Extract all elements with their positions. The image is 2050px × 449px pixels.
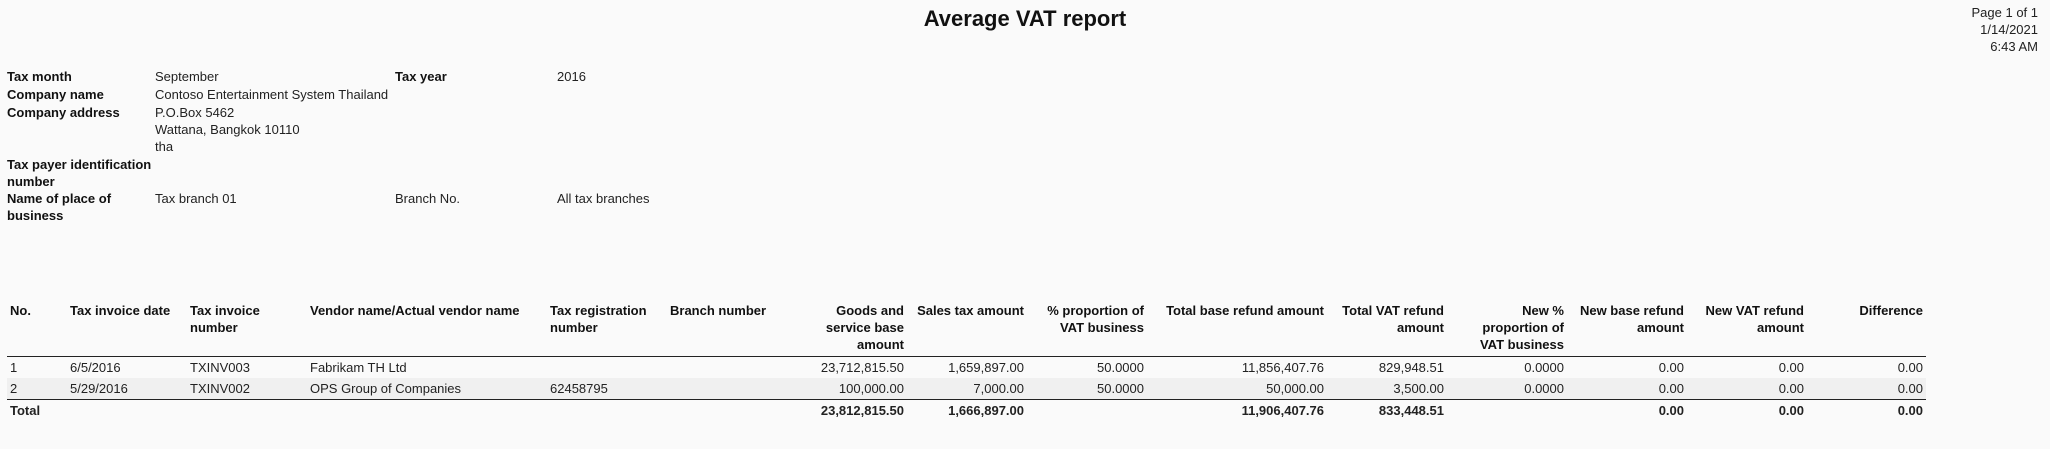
total-new-vat-refund-amount: 0.00 <box>1687 399 1807 421</box>
cell-total-base-refund-amount: 50,000.00 <box>1147 378 1327 400</box>
total-total-base-refund-amount: 11,906,407.76 <box>1147 399 1327 421</box>
col-header-new-proportion-vat-business: New % proportion of VAT business <box>1447 300 1567 357</box>
total-new-proportion-vat-business <box>1447 399 1567 421</box>
cell-new-base-refund-amount: 0.00 <box>1567 378 1687 400</box>
cell-new-vat-refund-amount: 0.00 <box>1778 360 1804 375</box>
cell-vendor-name: Fabrikam TH Ltd <box>310 360 407 375</box>
tax-year-label: Tax year <box>395 69 447 84</box>
cell-proportion-vat-business: 50.0000 <box>1027 378 1147 400</box>
cell-new-proportion-vat-business: 0.0000 <box>1524 360 1564 375</box>
report-time: 6:43 AM <box>1990 39 2038 54</box>
cell-total-base-refund-amount: 11,856,407.76 <box>1241 360 1324 375</box>
col-header-sales-tax-amount: Sales tax amount <box>907 300 1027 357</box>
total-vendor-name <box>307 399 547 421</box>
cell-no: 1 <box>10 360 18 375</box>
col-header-vendor-name: Vendor name/Actual vendor name <box>307 300 547 357</box>
total-no: Total <box>7 399 67 421</box>
tax-month-label: Tax month <box>7 69 72 84</box>
cell-tax-invoice-date: 5/29/2016 <box>67 378 187 400</box>
table-row: 1 6/5/2016 TXINV003 Fabrikam TH Ltd 23,712,8… <box>7 357 1926 379</box>
cell-tax-registration-number <box>547 357 667 379</box>
total-sales-tax-amount: 1,666,897.00 <box>907 399 1027 421</box>
total-proportion-vat-business <box>1027 399 1147 421</box>
cell-branch-number <box>667 357 787 379</box>
cell-vendor-name: OPS Group of Companies <box>307 378 547 400</box>
cell-tax-invoice-date: 6/5/2016 <box>70 360 121 375</box>
total-total-vat-refund-amount: 833,448.51 <box>1327 399 1447 421</box>
table-body: 1 6/5/2016 TXINV003 Fabrikam TH Ltd 23,712,8… <box>7 357 1926 400</box>
company-address-label: Company address <box>7 105 120 120</box>
col-header-tax-invoice-number: Tax invoice number <box>187 300 307 357</box>
company-name-label: Company name <box>7 87 104 102</box>
col-header-total-base-refund-amount: Total base refund amount <box>1147 300 1327 357</box>
cell-new-vat-refund-amount: 0.00 <box>1687 378 1807 400</box>
col-header-new-base-refund-amount: New base refund amount <box>1567 300 1687 357</box>
col-header-proportion-vat-business: % proportion of VAT business <box>1027 300 1147 357</box>
cell-goods-service-base-amount: 23,712,815.50 <box>820 360 904 375</box>
report-title: Average VAT report <box>923 6 1127 31</box>
cell-tax-invoice-number: TXINV003 <box>190 360 250 375</box>
cell-total-vat-refund-amount: 3,500.00 <box>1327 378 1447 400</box>
cell-total-vat-refund-amount: 829,948.51 <box>1378 360 1444 375</box>
cell-difference: 0.00 <box>1897 360 1923 375</box>
total-branch-number <box>667 399 787 421</box>
table-row: 2 5/29/2016 TXINV002 OPS Group of Companies… <box>7 378 1926 400</box>
col-header-branch-number: Branch number <box>667 300 787 357</box>
tax-month-value: September <box>155 69 219 84</box>
page-number: Page 1 of 1 <box>1971 5 2039 20</box>
cell-tax-registration-number: 62458795 <box>547 378 667 400</box>
total-tax-invoice-date <box>67 399 187 421</box>
cell-new-proportion-vat-business: 0.0000 <box>1447 378 1567 400</box>
cell-difference: 0.00 <box>1807 378 1926 400</box>
company-address-line3: tha <box>155 139 174 154</box>
col-header-new-vat-refund-amount: New VAT refund amount <box>1687 300 1807 357</box>
table-total-row: Total 23,812,815.50 1,666,897.00 11,906,407… <box>7 399 1926 421</box>
place-of-business-value: Tax branch 01 <box>155 191 237 206</box>
report-date: 1/14/2021 <box>1980 22 2038 37</box>
branch-no-label: Branch No. <box>395 191 461 206</box>
col-header-no: No. <box>7 300 67 357</box>
page-info: Page 1 of 1 1/14/2021 6:43 AM <box>1972 4 2039 55</box>
cell-sales-tax-amount: 7,000.00 <box>907 378 1027 400</box>
total-tax-invoice-number <box>187 399 307 421</box>
cell-no: 2 <box>7 378 67 400</box>
col-header-difference: Difference <box>1807 300 1926 357</box>
total-difference: 0.00 <box>1807 399 1926 421</box>
cell-sales-tax-amount: 1,659,897.00 <box>948 360 1024 375</box>
table-header-row: No. Tax invoice date Tax invoice number Vend… <box>7 300 1926 357</box>
taxpayer-id-label: Tax payer identification number <box>7 157 152 189</box>
company-address-line2: Wattana, Bangkok 10110 <box>155 122 300 137</box>
company-name-value: Contoso Entertainment System Thailand <box>155 87 389 102</box>
total-tax-registration-number <box>547 399 667 421</box>
branch-no-value: All tax branches <box>557 191 650 206</box>
col-header-tax-registration-number: Tax registration number <box>547 300 667 357</box>
cell-new-base-refund-amount: 0.00 <box>1658 360 1684 375</box>
cell-goods-service-base-amount: 100,000.00 <box>787 378 907 400</box>
tax-year-value: 2016 <box>557 69 586 84</box>
cell-tax-invoice-number: TXINV002 <box>187 378 307 400</box>
col-header-tax-invoice-date: Tax invoice date <box>67 300 187 357</box>
place-of-business-label: Name of place of business <box>7 191 112 223</box>
vat-report-table: No. Tax invoice date Tax invoice number Vend… <box>7 300 1926 421</box>
total-goods-service-base-amount: 23,812,815.50 <box>787 399 907 421</box>
total-new-base-refund-amount: 0.00 <box>1567 399 1687 421</box>
cell-branch-number <box>667 378 787 400</box>
company-address-line1: P.O.Box 5462 <box>155 105 235 120</box>
col-header-goods-service-base-amount: Goods and service base amount <box>787 300 907 357</box>
col-header-total-vat-refund-amount: Total VAT refund amount <box>1327 300 1447 357</box>
cell-proportion-vat-business: 50.0000 <box>1097 360 1144 375</box>
